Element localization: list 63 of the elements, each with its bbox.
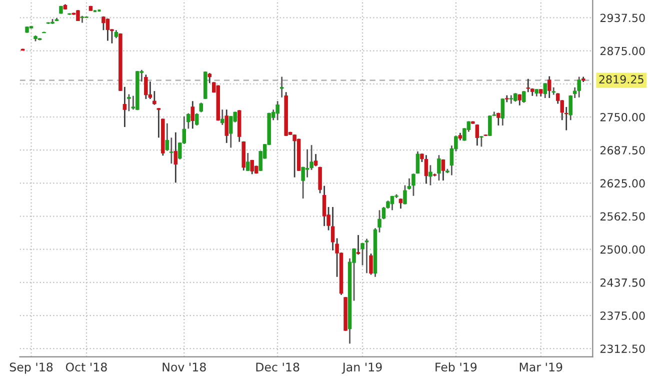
x-tick-label: Feb '19 — [436, 362, 477, 372]
candlestick — [228, 115, 233, 148]
candlestick — [314, 153, 318, 167]
x-tick-label: Sep '18 — [10, 362, 53, 374]
candlestick — [390, 195, 394, 211]
candlestick — [398, 198, 403, 210]
x-tick-label: Nov '18 — [162, 362, 206, 372]
candlestick — [190, 100, 195, 130]
candlestick — [480, 135, 484, 148]
candlestick — [437, 154, 441, 182]
candlestick — [407, 178, 412, 190]
candlestick — [280, 76, 284, 98]
candlestick — [170, 136, 174, 164]
candlestick — [330, 206, 335, 252]
candlestick — [246, 152, 250, 172]
candlestick — [475, 124, 480, 146]
candlestick — [195, 112, 199, 126]
candlestick — [305, 148, 310, 178]
y-tick-label: 2625.00 — [600, 179, 645, 188]
candlestick — [496, 112, 500, 126]
y-tick-label: 2937.50 — [600, 14, 645, 22]
candlestick — [412, 172, 416, 197]
y-tick-label: 2562.50 — [600, 212, 645, 221]
candlestick — [378, 209, 382, 234]
candlestick — [174, 132, 178, 184]
candlestick — [250, 159, 254, 175]
candlestick — [364, 238, 369, 274]
y-tick-label: 2375.00 — [600, 311, 645, 320]
candlestick — [424, 154, 428, 184]
candlestick — [543, 82, 547, 99]
candlestick — [500, 98, 505, 126]
y-tick-label: 2750.00 — [600, 112, 645, 122]
candlestick — [547, 76, 552, 99]
candlestick — [577, 76, 581, 98]
candlestick — [276, 100, 280, 121]
candlestick — [106, 18, 110, 42]
x-tick-label: Dec '18 — [256, 362, 300, 372]
candlestick — [356, 234, 360, 256]
candlestick — [369, 252, 373, 276]
y-tick-label: 2312.50 — [600, 344, 645, 353]
candlestick — [224, 108, 228, 144]
candlestick — [76, 9, 80, 22]
y-tick-label: 2687.50 — [600, 146, 645, 154]
y-tick-label: 2875.00 — [600, 46, 645, 56]
candlestick — [403, 184, 407, 206]
x-tick-label: Mar '19 — [520, 362, 562, 372]
candlestick — [416, 150, 420, 174]
x-tick-label: Oct '18 — [66, 362, 107, 372]
ref-line-label: 2819.25 — [599, 75, 644, 84]
candlestick — [522, 90, 526, 104]
candlestick — [292, 134, 296, 178]
candlestick — [199, 102, 204, 113]
candlestick — [428, 164, 432, 186]
candlestick — [526, 78, 530, 93]
candlestick — [518, 94, 522, 106]
candlestick — [441, 158, 446, 182]
y-tick-label: 2437.50 — [600, 278, 645, 287]
candlestick — [144, 74, 148, 100]
candlestick — [152, 90, 156, 106]
y-tick-label: 2500.00 — [600, 245, 645, 254]
candlestick — [102, 16, 106, 31]
x-tick-label: Jan '19 — [342, 362, 382, 374]
candlestick — [127, 94, 131, 112]
